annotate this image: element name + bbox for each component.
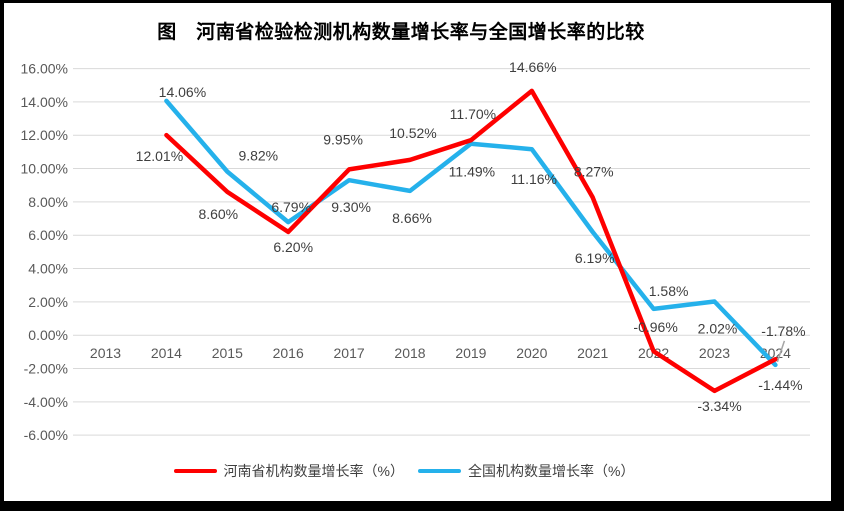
- y-axis-tick-label: -2.00%: [24, 361, 68, 377]
- data-label: -1.44%: [758, 377, 802, 393]
- data-label: 8.27%: [574, 163, 614, 179]
- data-label: 6.79%: [271, 199, 311, 215]
- legend-label-henan: 河南省机构数量增长率（%）: [223, 463, 404, 479]
- legend-line-swatch-blue: [418, 468, 461, 474]
- data-label: 8.60%: [198, 206, 238, 222]
- x-axis-year-label: 2023: [699, 345, 730, 361]
- x-axis-year-label: 2019: [455, 345, 486, 361]
- data-label: -1.78%: [761, 323, 805, 339]
- legend-line-swatch-red: [173, 468, 217, 474]
- x-axis-year-label: 2018: [394, 345, 425, 361]
- y-axis-tick-label: -4.00%: [24, 394, 68, 410]
- data-label: 12.01%: [136, 148, 183, 164]
- legend-item-national: 全国机构数量增长率（%）: [418, 461, 634, 481]
- chart-background: [4, 3, 831, 501]
- data-label: 11.70%: [450, 106, 496, 122]
- y-axis-tick-label: 6.00%: [28, 227, 68, 243]
- y-axis-tick-label: 12.00%: [21, 127, 68, 143]
- y-axis-tick-label: 0.00%: [28, 327, 68, 343]
- data-label: 14.66%: [509, 59, 556, 75]
- data-label: 11.49%: [449, 164, 495, 180]
- data-label: 14.06%: [159, 84, 206, 100]
- data-label: 6.20%: [273, 239, 313, 255]
- data-label: 11.16%: [511, 171, 557, 187]
- data-label: 2.02%: [698, 321, 738, 337]
- y-axis-tick-label: -6.00%: [24, 427, 68, 443]
- x-axis-year-label: 2013: [90, 345, 121, 361]
- series-line: [164, 98, 778, 368]
- y-axis-tick-label: 16.00%: [21, 61, 68, 77]
- data-label: 9.82%: [238, 148, 278, 164]
- x-axis-year-label: 2016: [273, 345, 304, 361]
- y-axis-tick-label: 14.00%: [21, 94, 68, 110]
- chart-legend: 河南省机构数量增长率（%） 全国机构数量增长率（%）: [4, 461, 804, 481]
- data-label: 6.19%: [575, 250, 615, 266]
- x-axis-year-label: 2020: [516, 345, 547, 361]
- y-axis-tick-label: 10.00%: [21, 161, 68, 177]
- legend-item-henan: 河南省机构数量增长率（%）: [173, 461, 404, 481]
- x-axis-year-label: 2015: [212, 345, 243, 361]
- leader-line: [776, 340, 786, 363]
- data-label: 9.30%: [331, 199, 371, 215]
- data-label: 9.95%: [323, 131, 363, 147]
- data-label: 8.66%: [392, 210, 432, 226]
- y-axis-tick-label: 4.00%: [28, 261, 68, 277]
- data-label: 10.52%: [389, 125, 436, 141]
- y-axis-tick-label: 2.00%: [28, 294, 68, 310]
- data-label: 1.58%: [649, 283, 689, 299]
- legend-label-national: 全国机构数量增长率（%）: [468, 463, 635, 479]
- y-axis-tick-label: 8.00%: [28, 194, 68, 210]
- x-axis-year-label: 2017: [334, 345, 365, 361]
- chart-title: 图 河南省检验检测机构数量增长率与全国增长率的比较: [157, 22, 645, 43]
- series-line: [164, 88, 778, 394]
- data-label: -3.34%: [697, 398, 741, 414]
- data-label: -0.96%: [633, 319, 677, 335]
- x-axis-year-label: 2021: [577, 345, 608, 361]
- x-axis-year-label: 2014: [151, 345, 182, 361]
